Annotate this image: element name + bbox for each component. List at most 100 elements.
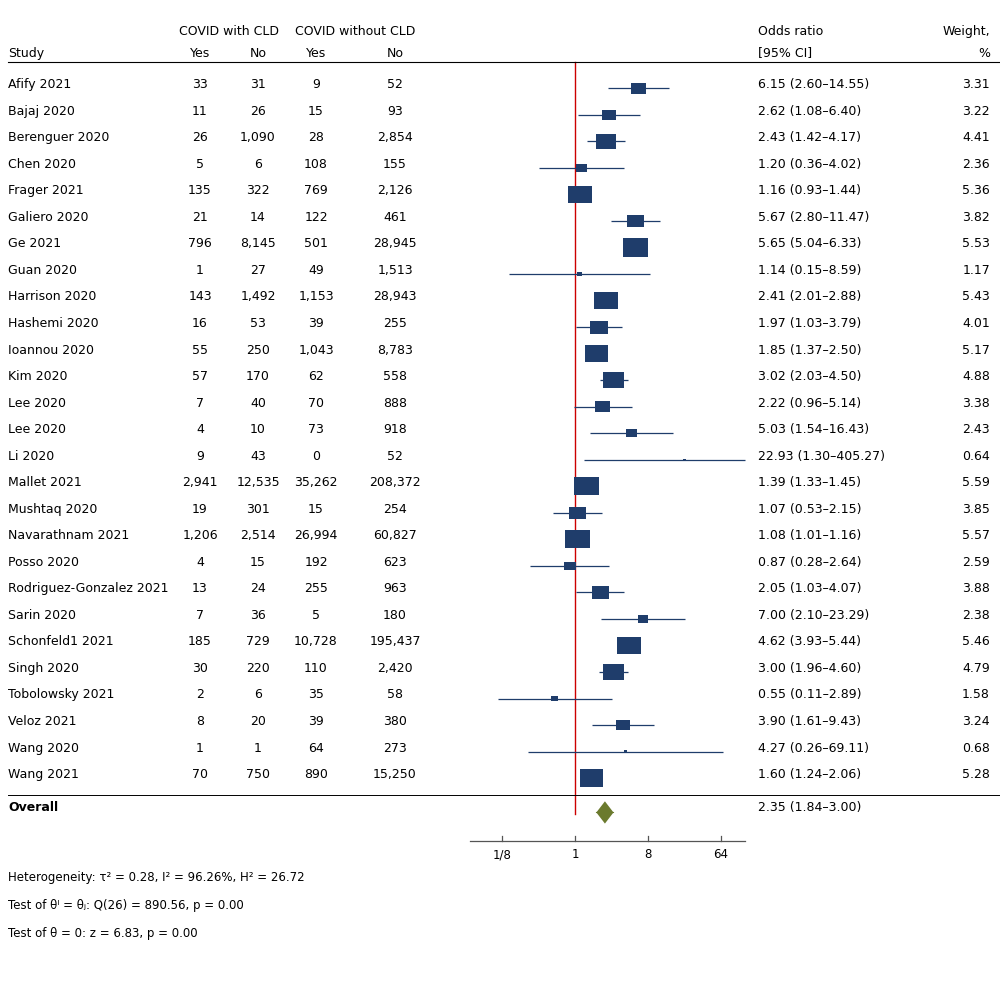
Text: 4.41: 4.41 — [962, 132, 990, 145]
Text: 796: 796 — [188, 238, 212, 250]
Text: 2.22 (0.96–5.14): 2.22 (0.96–5.14) — [758, 397, 861, 410]
Text: 9: 9 — [196, 449, 204, 462]
Text: Study: Study — [8, 47, 44, 59]
Bar — [596, 135, 616, 148]
Text: Chen 2020: Chen 2020 — [8, 157, 76, 171]
Text: Galiero 2020: Galiero 2020 — [8, 211, 88, 224]
Text: 8,783: 8,783 — [377, 344, 413, 356]
Bar — [603, 372, 624, 388]
Text: Wang 2020: Wang 2020 — [8, 742, 79, 754]
Text: 1.97 (1.03–3.79): 1.97 (1.03–3.79) — [758, 317, 861, 330]
Text: 3.24: 3.24 — [962, 715, 990, 728]
Bar — [565, 531, 590, 548]
Text: 1,090: 1,090 — [240, 132, 276, 145]
Text: Bajaj 2020: Bajaj 2020 — [8, 105, 75, 118]
Text: 26,994: 26,994 — [294, 530, 338, 543]
Bar — [569, 507, 586, 519]
Text: 0.55 (0.11–2.89): 0.55 (0.11–2.89) — [758, 688, 862, 702]
Text: 1.07 (0.53–2.15): 1.07 (0.53–2.15) — [758, 503, 862, 516]
Text: 64: 64 — [308, 742, 324, 754]
Text: 143: 143 — [188, 290, 212, 304]
Bar — [624, 750, 627, 752]
Text: 3.85: 3.85 — [962, 503, 990, 516]
Text: 255: 255 — [383, 317, 407, 330]
Text: 3.82: 3.82 — [962, 211, 990, 224]
Bar — [576, 164, 587, 171]
Text: 19: 19 — [192, 503, 208, 516]
Bar — [574, 477, 599, 495]
Text: Mushtaq 2020: Mushtaq 2020 — [8, 503, 97, 516]
Text: 122: 122 — [304, 211, 328, 224]
Text: Frager 2021: Frager 2021 — [8, 184, 84, 197]
Text: 14: 14 — [250, 211, 266, 224]
Text: 5.36: 5.36 — [962, 184, 990, 197]
Bar — [623, 239, 648, 256]
Text: 8: 8 — [196, 715, 204, 728]
Text: 5.59: 5.59 — [962, 476, 990, 489]
Text: 888: 888 — [383, 397, 407, 410]
Text: 15: 15 — [250, 555, 266, 569]
Text: Yes: Yes — [190, 47, 210, 59]
Text: 35: 35 — [308, 688, 324, 702]
Text: 8,145: 8,145 — [240, 238, 276, 250]
Text: 39: 39 — [308, 715, 324, 728]
Text: 301: 301 — [246, 503, 270, 516]
Text: 2,854: 2,854 — [377, 132, 413, 145]
Text: 250: 250 — [246, 344, 270, 356]
Text: 1.16 (0.93–1.44): 1.16 (0.93–1.44) — [758, 184, 861, 197]
Text: Sarin 2020: Sarin 2020 — [8, 609, 76, 622]
Text: 501: 501 — [304, 238, 328, 250]
Text: No: No — [386, 47, 404, 59]
Text: 9: 9 — [312, 78, 320, 91]
Bar — [551, 696, 558, 701]
Text: 5.65 (5.04–6.33): 5.65 (5.04–6.33) — [758, 238, 861, 250]
Text: 3.31: 3.31 — [962, 78, 990, 91]
Text: 208,372: 208,372 — [369, 476, 421, 489]
Bar — [568, 186, 592, 203]
Bar — [592, 586, 609, 599]
Text: 10,728: 10,728 — [294, 636, 338, 648]
Text: 729: 729 — [246, 636, 270, 648]
Text: 0.87 (0.28–2.64): 0.87 (0.28–2.64) — [758, 555, 862, 569]
Text: 49: 49 — [308, 264, 324, 277]
Text: 192: 192 — [304, 555, 328, 569]
Text: 2.43 (1.42–4.17): 2.43 (1.42–4.17) — [758, 132, 861, 145]
Text: 1.08 (1.01–1.16): 1.08 (1.01–1.16) — [758, 530, 861, 543]
Polygon shape — [596, 801, 613, 824]
Text: 558: 558 — [383, 370, 407, 383]
Text: 108: 108 — [304, 157, 328, 171]
Text: 39: 39 — [308, 317, 324, 330]
Text: Harrison 2020: Harrison 2020 — [8, 290, 96, 304]
Text: 16: 16 — [192, 317, 208, 330]
Text: 2.05 (1.03–4.07): 2.05 (1.03–4.07) — [758, 582, 862, 595]
Text: 1.39 (1.33–1.45): 1.39 (1.33–1.45) — [758, 476, 861, 489]
Text: 64: 64 — [713, 848, 728, 861]
Text: 0: 0 — [312, 449, 320, 462]
Text: Veloz 2021: Veloz 2021 — [8, 715, 76, 728]
Text: Singh 2020: Singh 2020 — [8, 662, 79, 675]
Text: 2.36: 2.36 — [962, 157, 990, 171]
Text: 15,250: 15,250 — [373, 768, 417, 781]
Bar — [603, 664, 624, 680]
Text: 5.67 (2.80–11.47): 5.67 (2.80–11.47) — [758, 211, 869, 224]
Text: 322: 322 — [246, 184, 270, 197]
Bar — [638, 615, 648, 623]
Text: Mallet 2021: Mallet 2021 — [8, 476, 82, 489]
Bar — [602, 110, 616, 120]
Text: 5.53: 5.53 — [962, 238, 990, 250]
Text: 73: 73 — [308, 423, 324, 437]
Text: 70: 70 — [308, 397, 324, 410]
Text: Schonfeld1 2021: Schonfeld1 2021 — [8, 636, 114, 648]
Bar — [616, 720, 630, 731]
Text: 0.64: 0.64 — [962, 449, 990, 462]
Text: %: % — [978, 47, 990, 59]
Text: 2.35 (1.84–3.00): 2.35 (1.84–3.00) — [758, 801, 861, 814]
Text: 1.17: 1.17 — [962, 264, 990, 277]
Text: 8: 8 — [644, 848, 652, 861]
Text: Ge 2021: Ge 2021 — [8, 238, 61, 250]
Text: Heterogeneity: τ² = 0.28, I² = 96.26%, H² = 26.72: Heterogeneity: τ² = 0.28, I² = 96.26%, H… — [8, 871, 305, 884]
Text: 43: 43 — [250, 449, 266, 462]
Text: 7: 7 — [196, 397, 204, 410]
Text: 70: 70 — [192, 768, 208, 781]
Text: 2.38: 2.38 — [962, 609, 990, 622]
